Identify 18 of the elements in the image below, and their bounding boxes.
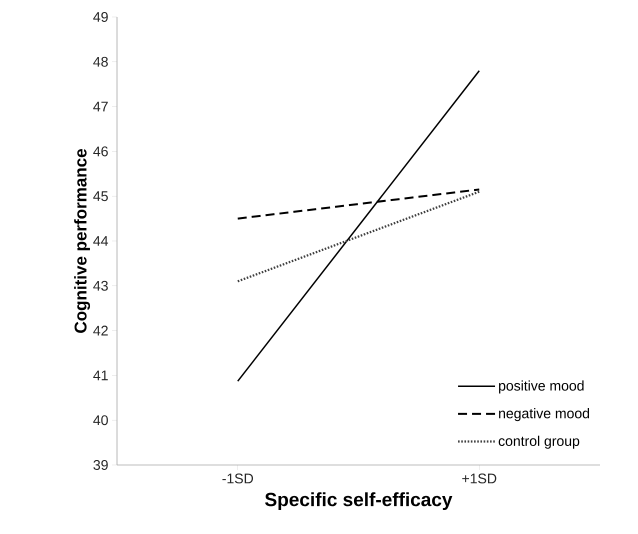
legend-label: control group xyxy=(498,436,580,449)
x-tick-label: +1SD xyxy=(462,474,496,484)
y-axis-title: Cognitive performance xyxy=(74,149,90,333)
y-tick-label: 39 xyxy=(93,460,108,470)
legend-label: positive mood xyxy=(499,380,584,394)
y-tick-label: 47 xyxy=(93,102,108,112)
y-tick-label: 42 xyxy=(93,326,108,336)
y-tick-label: 41 xyxy=(93,370,108,380)
y-tick-label: 45 xyxy=(93,191,108,202)
x-axis-title: Specific self-efficacy xyxy=(265,492,452,510)
x-tick-label: -1SD xyxy=(222,474,254,484)
legend-label: negative mood xyxy=(499,408,590,422)
y-tick-label: 48 xyxy=(93,56,108,67)
y-tick-label: 43 xyxy=(93,280,108,291)
y-tick-label: 40 xyxy=(93,415,108,426)
y-tick-label: 44 xyxy=(93,236,108,246)
y-tick-label: 46 xyxy=(93,146,108,156)
y-tick-label: 49 xyxy=(93,12,108,22)
